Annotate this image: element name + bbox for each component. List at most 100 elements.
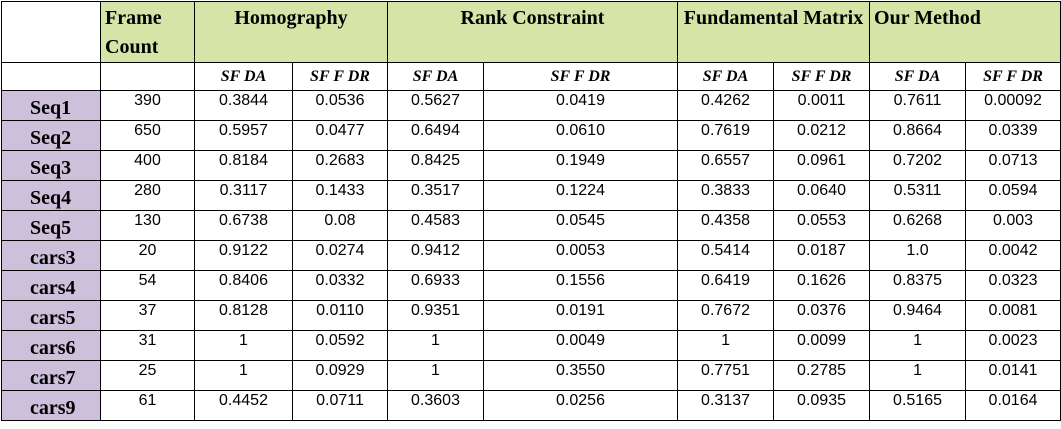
value-cell: 0.0419 xyxy=(482,90,679,121)
value-cell: 0.0053 xyxy=(482,240,679,271)
value-cell: 0.9412 xyxy=(387,240,484,271)
value-cell: 0.0594 xyxy=(965,180,1061,211)
value-cell: 0.0049 xyxy=(482,330,679,361)
row-label: cars4 xyxy=(1,270,101,301)
frame-count-cell: 31 xyxy=(100,330,195,361)
value-cell: 0.00092 xyxy=(965,90,1061,121)
value-cell: 1 xyxy=(677,330,775,361)
value-cell: 0.0376 xyxy=(773,300,871,331)
value-cell: 0.0477 xyxy=(292,120,388,151)
value-cell: 0.6268 xyxy=(869,210,967,241)
table-row: cars5 37 0.8128 0.0110 0.9351 0.0191 0.7672 0.0… xyxy=(1,300,1061,331)
value-cell: 0.3117 xyxy=(194,180,293,211)
table-row: Seq5 130 0.6738 0.08 0.4583 0.0545 0.4358 0.055… xyxy=(1,210,1061,241)
value-cell: 0.4358 xyxy=(677,210,775,241)
value-cell: 0.0212 xyxy=(773,120,871,151)
value-cell: 1 xyxy=(194,360,293,391)
metric-header: SF F DR xyxy=(773,62,871,91)
value-cell: 0.0592 xyxy=(292,330,388,361)
value-cell: 0.6557 xyxy=(677,150,775,181)
frame-count-cell: 54 xyxy=(100,270,195,301)
frame-count-cell: 280 xyxy=(100,180,195,211)
value-cell: 1.0 xyxy=(869,240,967,271)
value-cell: 0.7751 xyxy=(677,360,775,391)
value-cell: 0.1626 xyxy=(773,270,871,301)
fundamental-matrix-header: Fundamental Matrix xyxy=(677,1,871,63)
metric-header-row: SF DA SF F DR SF DA SF F DR SF DA SF F D… xyxy=(1,62,1061,91)
row-label: cars6 xyxy=(1,330,101,361)
row-label: cars3 xyxy=(1,240,101,271)
value-cell: 0.0610 xyxy=(482,120,679,151)
table-row: cars9 61 0.4452 0.0711 0.3603 0.0256 0.3137 0.0… xyxy=(1,390,1061,421)
value-cell: 0.8375 xyxy=(869,270,967,301)
table-row: Seq2 650 0.5957 0.0477 0.6494 0.0610 0.7619 0.0… xyxy=(1,120,1061,151)
value-cell: 0.0323 xyxy=(965,270,1061,301)
value-cell: 1 xyxy=(869,360,967,391)
row-label: cars7 xyxy=(1,360,101,391)
corner-cell xyxy=(1,1,101,63)
value-cell: 0.0935 xyxy=(773,390,871,421)
metric-header: SF DA xyxy=(677,62,775,91)
value-cell: 0.0332 xyxy=(292,270,388,301)
value-cell: 0.6419 xyxy=(677,270,775,301)
frame-count-cell: 37 xyxy=(100,300,195,331)
value-cell: 0.5311 xyxy=(869,180,967,211)
value-cell: 0.9122 xyxy=(194,240,293,271)
value-cell: 0.0713 xyxy=(965,150,1061,181)
value-cell: 0.3517 xyxy=(387,180,484,211)
our-method-header: Our Method xyxy=(869,1,1061,63)
value-cell: 0.8425 xyxy=(387,150,484,181)
metric-header: SF F DR xyxy=(965,62,1061,91)
value-cell: 0.0110 xyxy=(292,300,388,331)
value-cell: 0.0536 xyxy=(292,90,388,121)
table-row: cars4 54 0.8406 0.0332 0.6933 0.1556 0.6419 0.1… xyxy=(1,270,1061,301)
value-cell: 0.4262 xyxy=(677,90,775,121)
value-cell: 0.3550 xyxy=(482,360,679,391)
value-cell: 0.0187 xyxy=(773,240,871,271)
metric-header: SF F DR xyxy=(482,62,679,91)
value-cell: 0.2683 xyxy=(292,150,388,181)
value-cell: 0.9464 xyxy=(869,300,967,331)
value-cell: 0.0164 xyxy=(965,390,1061,421)
value-cell: 0.6738 xyxy=(194,210,293,241)
value-cell: 0.4452 xyxy=(194,390,293,421)
value-cell: 0.8664 xyxy=(869,120,967,151)
row-label: cars5 xyxy=(1,300,101,331)
value-cell: 0.5414 xyxy=(677,240,775,271)
value-cell: 0.6933 xyxy=(387,270,484,301)
value-cell: 0.5165 xyxy=(869,390,967,421)
row-label: Seq2 xyxy=(1,120,101,151)
table-row: Seq3 400 0.8184 0.2683 0.8425 0.1949 0.6557 0.0… xyxy=(1,150,1061,181)
blank-subheader xyxy=(100,62,195,91)
value-cell: 0.1556 xyxy=(482,270,679,301)
value-cell: 0.8128 xyxy=(194,300,293,331)
value-cell: 0.0081 xyxy=(965,300,1061,331)
frame-count-cell: 390 xyxy=(100,90,195,121)
value-cell: 0.0042 xyxy=(965,240,1061,271)
group-header-row: Frame Count Homography Rank Constraint F… xyxy=(1,1,1061,63)
value-cell: 0.7619 xyxy=(677,120,775,151)
table-row: cars3 20 0.9122 0.0274 0.9412 0.0053 0.5414 0.0… xyxy=(1,240,1061,271)
value-cell: 0.08 xyxy=(292,210,388,241)
frame-count-header: Frame Count xyxy=(100,1,195,63)
value-cell: 0.0929 xyxy=(292,360,388,391)
value-cell: 0.0141 xyxy=(965,360,1061,391)
value-cell: 0.1433 xyxy=(292,180,388,211)
value-cell: 0.0545 xyxy=(482,210,679,241)
results-table: Frame Count Homography Rank Constraint F… xyxy=(1,1,1061,421)
frame-count-cell: 61 xyxy=(100,390,195,421)
value-cell: 0.0023 xyxy=(965,330,1061,361)
metric-header: SF F DR xyxy=(292,62,388,91)
value-cell: 0.7611 xyxy=(869,90,967,121)
value-cell: 0.0640 xyxy=(773,180,871,211)
table-row: Seq4 280 0.3117 0.1433 0.3517 0.1224 0.3833 0.0… xyxy=(1,180,1061,211)
metric-header: SF DA xyxy=(869,62,967,91)
value-cell: 0.8184 xyxy=(194,150,293,181)
value-cell: 0.3844 xyxy=(194,90,293,121)
blank-subheader xyxy=(1,62,101,91)
table-row: cars6 31 1 0.0592 1 0.0049 1 0.0099 1 0.0023 xyxy=(1,330,1061,361)
frame-count-cell: 650 xyxy=(100,120,195,151)
value-cell: 0.6494 xyxy=(387,120,484,151)
row-label: cars9 xyxy=(1,390,101,421)
value-cell: 1 xyxy=(387,360,484,391)
